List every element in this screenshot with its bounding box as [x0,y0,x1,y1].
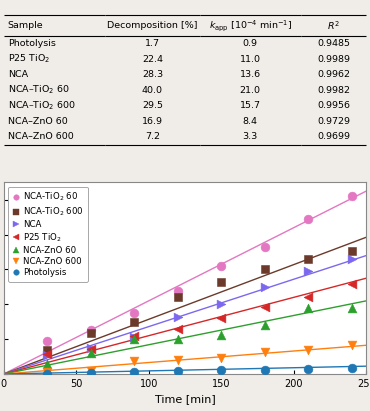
Point [218,332,224,338]
Point [175,326,181,332]
Point [305,268,311,275]
Point [218,315,224,321]
Point [175,357,181,363]
Point [349,365,355,371]
Point [349,342,355,349]
Point [88,350,94,356]
Point [131,334,137,341]
Point [88,367,94,374]
Point [218,278,224,285]
Point [349,256,355,262]
Point [88,345,94,352]
Point [131,336,137,342]
Point [218,355,224,362]
Point [218,367,224,374]
Point [44,337,50,344]
Point [305,256,311,262]
Point [262,244,268,250]
Point [44,370,50,377]
Point [44,369,50,376]
Point [349,281,355,287]
Point [131,319,137,326]
Point [305,305,311,312]
Point [218,263,224,270]
Point [88,370,94,376]
Point [131,333,137,339]
Point [349,305,355,311]
Point [44,346,50,353]
Point [349,193,355,200]
Point [218,301,224,307]
Point [305,216,311,222]
Point [262,266,268,273]
Point [44,351,50,357]
Point [44,351,50,358]
X-axis label: Time [min]: Time [min] [155,395,215,404]
Point [305,347,311,353]
Point [131,310,137,316]
Point [305,365,311,372]
Point [175,294,181,300]
Point [262,284,268,290]
Point [88,326,94,333]
Point [44,361,50,367]
Point [88,344,94,351]
Point [88,330,94,336]
Point [349,248,355,255]
Point [262,322,268,328]
Point [262,304,268,310]
Point [305,293,311,300]
Point [131,358,137,364]
Point [175,288,181,294]
Point [175,336,181,342]
Point [175,313,181,320]
Point [262,367,268,373]
Point [131,369,137,376]
Point [175,367,181,374]
Legend: NCA-TiO$_2$ 60, NCA-TiO$_2$ 600, NCA, P25 TiO$_2$, NCA-ZnO 60, NCA-ZnO 600, Phot: NCA-TiO$_2$ 60, NCA-TiO$_2$ 600, NCA, P2… [8,187,88,282]
Point [262,349,268,356]
